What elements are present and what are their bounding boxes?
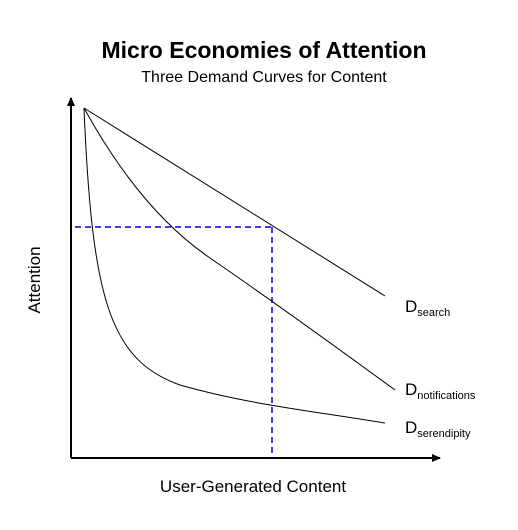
y-axis-label: Attention — [25, 246, 44, 313]
curve-label: Dnotifications — [405, 380, 476, 402]
curve-search — [83, 107, 386, 297]
curve-label: Dsearch — [405, 297, 450, 319]
title: Micro Economies of Attention — [102, 37, 427, 63]
curve-serendipity — [83, 107, 386, 424]
x-axis-label: User-Generated Content — [160, 477, 346, 496]
curve-notifications — [83, 107, 396, 391]
subtitle: Three Demand Curves for Content — [141, 69, 387, 86]
curve-label: Dserendipity — [405, 418, 471, 440]
